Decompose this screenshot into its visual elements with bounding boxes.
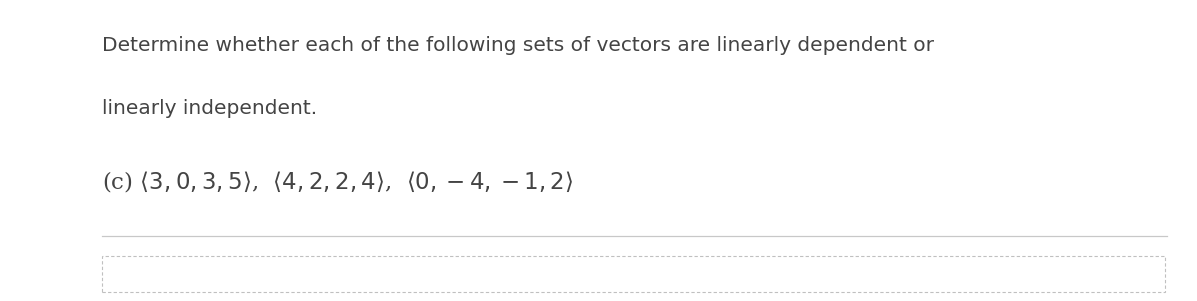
Text: (c) $\langle 3, 0, 3, 5\rangle$,  $\langle 4, 2, 2, 4\rangle$,  $\langle 0, -4, : (c) $\langle 3, 0, 3, 5\rangle$, $\langl… xyxy=(102,169,573,194)
Text: linearly independent.: linearly independent. xyxy=(102,99,317,118)
Bar xyxy=(102,256,1165,292)
Text: Determine whether each of the following sets of vectors are linearly dependent o: Determine whether each of the following … xyxy=(102,36,934,55)
